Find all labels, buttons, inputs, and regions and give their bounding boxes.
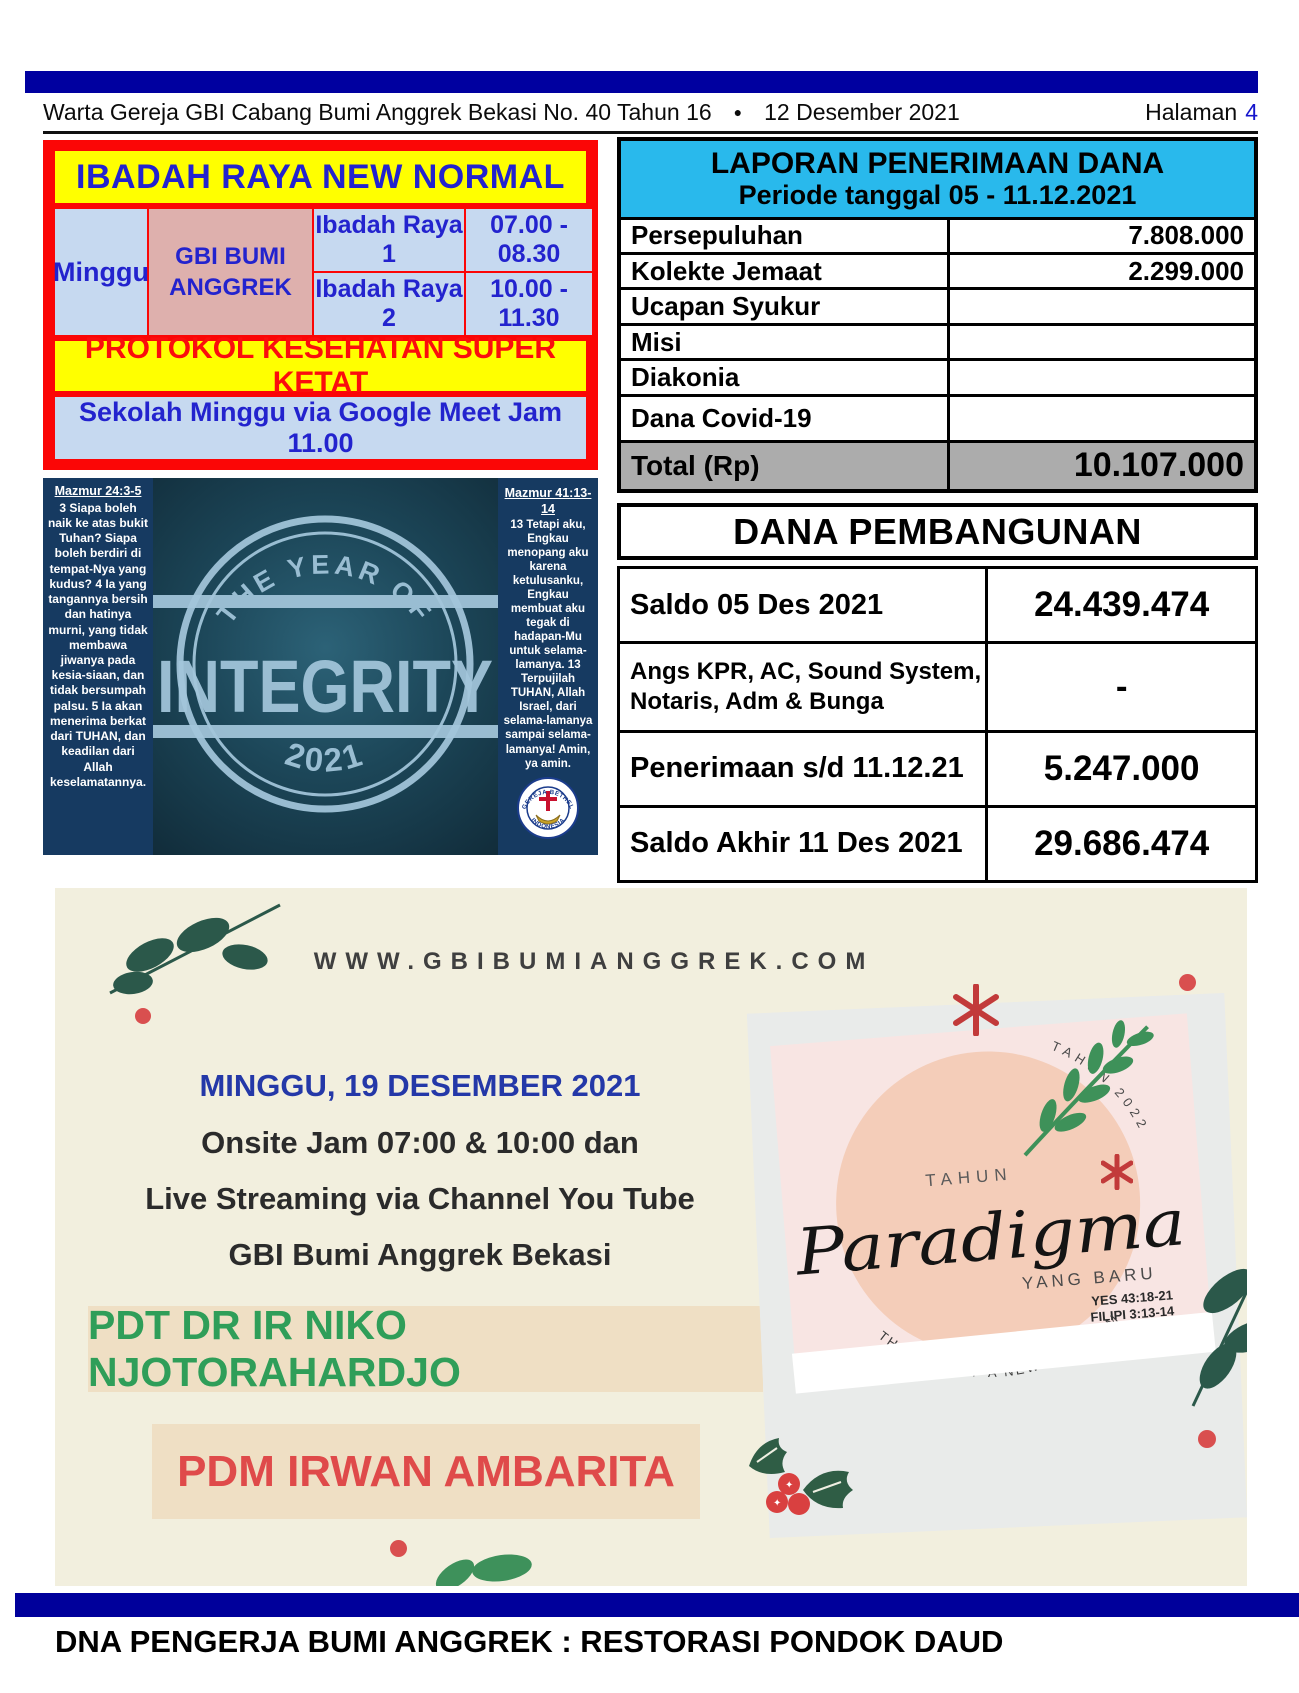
laporan-subtitle: Periode tanggal 05 - 11.12.2021 <box>738 179 1137 210</box>
red-dot-decoration <box>390 1540 407 1557</box>
integrity-banner: Mazmur 24:3-5 3 Siapa boleh naik ke atas… <box>43 478 598 855</box>
row-label: Dana Covid-19 <box>621 396 951 440</box>
church-line2: ANGGREK <box>169 274 292 301</box>
schedule-day-cell: Minggu <box>53 209 149 335</box>
ibadah-title: IBADAH RAYA NEW NORMAL <box>55 151 586 203</box>
website-url: WWW.GBIBUMIANGGREK.COM <box>313 948 875 975</box>
stamp-year: 2021 <box>281 735 366 779</box>
polaroid-verse-1: YES 43:18-21 <box>1091 1287 1174 1308</box>
row-label: Penerimaan s/d 11.12.21 <box>620 732 989 805</box>
bottom-divider-bar <box>15 1593 1299 1617</box>
holly-berries-icon: ✦ ✦ <box>749 1438 853 1515</box>
schedule-time-1: 07.00 - 08.30 <box>466 209 592 271</box>
left-verse-column: Mazmur 24:3-5 3 Siapa boleh naik ke atas… <box>43 478 153 855</box>
top-divider-bar <box>25 71 1258 93</box>
red-dot-decoration <box>135 1008 151 1024</box>
table-row: Saldo 05 Des 2021 24.439.474 <box>620 569 1255 645</box>
table-row: Penerimaan s/d 11.12.21 5.247.000 <box>620 732 1255 808</box>
right-verse-title: Mazmur 41:13-14 <box>504 486 592 516</box>
leaf-pair-icon <box>435 1554 532 1586</box>
table-row: Diakonia <box>621 361 1254 397</box>
svg-text:✦: ✦ <box>773 1498 781 1509</box>
row-value <box>950 361 1254 393</box>
header-rule <box>43 131 1258 134</box>
stamp-word: INTEGRITY <box>157 645 493 728</box>
table-row: Ucapan Syukur <box>621 290 1254 326</box>
schedule-service-2: Ibadah Raya 2 <box>314 273 464 335</box>
asterisk-star-icon <box>953 984 999 1036</box>
page-label: Halaman <box>1145 98 1238 125</box>
table-row: Misi <box>621 325 1254 362</box>
schedule-time-2: 10.00 - 11.30 <box>466 273 592 335</box>
footer-motto: DNA PENGERJA BUMI ANGGREK : RESTORASI PO… <box>55 1624 1004 1659</box>
row-label: Ucapan Syukur <box>621 290 951 323</box>
red-dot-decoration <box>1198 1430 1216 1448</box>
row-label: Saldo Akhir 11 Des 2021 <box>620 807 989 880</box>
event-church-line: GBI Bumi Anggrek Bekasi <box>228 1237 612 1272</box>
ibadah-schedule-table: Minggu Ibadah Raya 1 07.00 - 08.30 GBI B… <box>53 209 592 335</box>
row-value: 24.439.474 <box>1034 585 1210 625</box>
asterisk-star-icon <box>1101 1154 1133 1190</box>
total-value: 10.107.000 <box>1073 446 1244 485</box>
laporan-penerimaan-table: LAPORAN PENERIMAAN DANA Periode tanggal … <box>617 137 1258 493</box>
page-header: Warta Gereja GBI Cabang Bumi Anggrek Bek… <box>43 97 1258 127</box>
total-label: Total (Rp) <box>621 442 951 489</box>
sunday-school-banner: Sekolah Minggu via Google Meet Jam 11.00 <box>55 397 586 459</box>
row-value <box>950 290 1254 322</box>
row-value: 7.808.000 <box>1128 220 1244 251</box>
header-title: Warta Gereja GBI Cabang Bumi Anggrek Bek… <box>43 98 712 125</box>
speaker-band-1: PDT DR IR NIKO NJOTORAHARDJO <box>88 1302 763 1395</box>
schedule-service-1: Ibadah Raya 1 <box>314 209 464 271</box>
left-verse-body: 3 Siapa boleh naik ke atas bukit Tuhan? … <box>47 500 149 789</box>
table-row: Kolekte Jemaat 2.299.000 <box>621 255 1254 291</box>
svg-text:2021: 2021 <box>281 735 369 779</box>
table-row: Saldo Akhir 11 Des 2021 29.686.474 <box>620 807 1255 880</box>
laporan-title: LAPORAN PENERIMAAN DANA <box>710 146 1165 180</box>
table-row: Angs KPR, AC, Sound System, Notaris, Adm… <box>620 644 1255 733</box>
event-streaming-line: Live Streaming via Channel You Tube <box>145 1181 695 1216</box>
ibadah-raya-box: IBADAH RAYA NEW NORMAL Minggu Ibadah Ray… <box>43 140 598 470</box>
fern-leaf-icon <box>1023 1020 1154 1157</box>
row-value: 29.686.474 <box>1034 823 1210 863</box>
announcement-flyer: WWW.GBIBUMIANGGREK.COM MINGGU, 19 DESEMB… <box>55 888 1247 1586</box>
leaf-branch-icon <box>109 903 281 995</box>
row-label: Angs KPR, AC, Sound System, Notaris, Adm… <box>620 644 989 730</box>
dana-pembangunan-table: Saldo 05 Des 2021 24.439.474 Angs KPR, A… <box>617 566 1258 883</box>
header-date: 12 Desember 2021 <box>764 98 960 125</box>
left-verse-title: Mazmur 24:3-5 <box>54 484 142 498</box>
paradigma-polaroid: TAHUN 2022 TAHUN Paradigma YANG BARU YES… <box>746 992 1247 1539</box>
row-label: Diakonia <box>621 361 951 394</box>
right-verse-column: Mazmur 41:13-14 13 Tetapi aku, Engkau me… <box>498 478 598 855</box>
svg-text:✦: ✦ <box>785 1480 793 1491</box>
total-row: Total (Rp) 10.107.000 <box>621 442 1254 489</box>
protocol-banner: PROTOKOL KESEHATAN SUPER KETAT <box>55 332 586 399</box>
church-line1: GBI BUMI <box>175 242 286 270</box>
header-bullet: ● <box>733 104 743 120</box>
integrity-stamp: INTEGRITY THE YEAR OF 2021 <box>153 478 498 855</box>
red-dot-decoration <box>1179 974 1196 991</box>
page-number: 4 <box>1245 98 1258 125</box>
dana-pembangunan-title: DANA PEMBANGUNAN <box>617 503 1258 560</box>
gbi-church-logo-icon: GEREJA BETHEL INDONESIA <box>517 776 579 839</box>
schedule-church-cell: GBI BUMI ANGGREK <box>149 209 312 335</box>
event-onsite-line: Onsite Jam 07:00 & 10:00 dan <box>201 1125 639 1160</box>
row-value <box>950 397 1254 440</box>
row-label: Saldo 05 Des 2021 <box>620 569 989 642</box>
row-label: Misi <box>621 325 951 359</box>
row-value: 2.299.000 <box>1128 255 1244 286</box>
speaker-band-2: PDM IRWAN AMBARITA <box>152 1424 700 1519</box>
laporan-header: LAPORAN PENERIMAAN DANA Periode tanggal … <box>621 141 1254 220</box>
row-label: Persepuluhan <box>621 219 951 253</box>
leaf-cluster-icon <box>1191 1268 1247 1407</box>
right-verse-body: 13 Tetapi aku, Engkau menopang aku karen… <box>503 519 593 770</box>
event-date-line: MINGGU, 19 DESEMBER 2021 <box>199 1068 641 1103</box>
table-row: Persepuluhan 7.808.000 <box>621 219 1254 256</box>
row-value: - <box>1115 666 1128 706</box>
row-value: 5.247.000 <box>1043 748 1200 788</box>
table-row: Dana Covid-19 <box>621 396 1254 443</box>
row-value <box>950 326 1254 358</box>
row-label: Kolekte Jemaat <box>621 255 951 288</box>
